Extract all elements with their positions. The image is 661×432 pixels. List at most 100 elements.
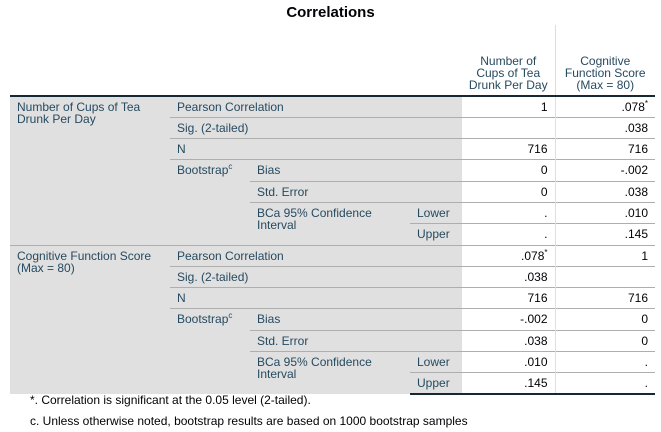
cell-c1-bias: 0	[462, 159, 555, 182]
row-label-bias: Bias	[250, 159, 462, 182]
cell-value: 0	[641, 312, 648, 327]
cell-value: .078	[621, 100, 645, 114]
cell-c1-sig	[462, 116, 555, 139]
row-label-n: N	[170, 138, 462, 160]
cell-c1-n: 716	[462, 287, 555, 309]
row-label-se: Std. Error	[250, 180, 462, 203]
row-label-upper: Upper	[410, 372, 462, 396]
bootstrap-label: Bootstrap	[177, 312, 229, 327]
cell-value: .	[644, 355, 648, 370]
cell-c1-sig: .038	[462, 265, 555, 288]
cell-value: .145	[624, 227, 648, 242]
table-row: N 716 716	[10, 138, 655, 160]
row-label-n: N	[170, 287, 462, 309]
cell-c1-se: .038	[462, 329, 555, 352]
footnote-marker: c	[228, 162, 233, 172]
row-label-sig: Sig. (2-tailed)	[170, 116, 462, 139]
cell-value: -.002	[520, 312, 548, 327]
bootstrap-label: Bootstrap	[177, 163, 229, 178]
cell-c2-lower: .010	[554, 201, 655, 224]
cell-value: 0	[540, 184, 548, 199]
significance-marker: *	[544, 247, 548, 257]
cell-c2-sig: .038	[554, 116, 655, 139]
cell-value: .145	[524, 376, 548, 391]
cell-c1-pearson: 1	[462, 95, 555, 118]
cell-c1-n: 716	[462, 138, 555, 160]
cell-c1-lower: .	[462, 201, 555, 224]
cell-value: .	[544, 205, 548, 220]
table-row: Sig. (2-tailed) .038	[10, 265, 655, 288]
table-row: Std. Error .038 0	[10, 329, 655, 352]
cell-value: .	[544, 227, 548, 242]
table-row: BCa 95% Confidence Interval Lower .010.	[10, 351, 655, 395]
row-label-bias: Bias	[250, 308, 462, 331]
cell-c1-bias: -.002	[462, 308, 555, 331]
cell-value: 1	[641, 248, 648, 263]
significance-marker: *	[644, 99, 648, 108]
cell-value: 0	[540, 163, 548, 178]
cell-c2-lower: .	[554, 351, 655, 373]
cell-c2-bias: 0	[554, 308, 655, 331]
row-label-bootstrap: Bootstrapc	[170, 159, 250, 246]
cell-value: .038	[524, 269, 548, 284]
cell-c2-upper: .145	[554, 223, 655, 246]
cell-value: .078	[521, 248, 545, 263]
row-label-bca: BCa 95% Confidence Interval	[250, 201, 410, 246]
row-label-lower: Lower	[410, 201, 462, 224]
cell-c2-n: 716	[554, 138, 655, 160]
header-spacer	[10, 25, 462, 96]
cell-c2-pearson: .078*	[554, 95, 655, 118]
table-row: Bootstrapc Bias -.002 0	[10, 308, 655, 395]
table-row: N 716 716	[10, 287, 655, 309]
table-row: Std. Error 0 .038	[10, 180, 655, 203]
cell-c2-upper: .	[554, 372, 655, 396]
row-label-sig: Sig. (2-tailed)	[170, 265, 462, 288]
cell-c1-pearson: .078*	[462, 244, 555, 267]
row-label-lower: Lower	[410, 351, 462, 373]
cell-c2-n: 716	[554, 287, 655, 309]
table-row: Sig. (2-tailed) .038	[10, 116, 655, 139]
row-label-pearson: Pearson Correlation	[170, 95, 462, 118]
cell-c2-bias: -.002	[554, 159, 655, 182]
cell-c1-se: 0	[462, 180, 555, 203]
row-label-bootstrap: Bootstrapc	[170, 308, 250, 395]
cell-c1-upper: .	[462, 223, 555, 246]
table-row: BCa 95% Confidence Interval Lower. .010	[10, 201, 655, 246]
cell-value: 716	[527, 291, 548, 306]
cell-value: .	[644, 376, 648, 391]
correlations-table: Number of Cups of Tea Drunk Per Day Cogn…	[10, 25, 655, 396]
cell-value: 0	[641, 333, 648, 348]
cell-value: 1	[540, 100, 548, 114]
table-row: Cognitive Function Score (Max = 80) Pears…	[10, 244, 655, 395]
row-label-bca: BCa 95% Confidence Interval	[250, 351, 410, 395]
footnote-significance: *. Correlation is significant at the 0.0…	[30, 393, 311, 407]
row-label-se: Std. Error	[250, 329, 462, 352]
footnote-bootstrap: c. Unless otherwise noted, bootstrap res…	[30, 414, 468, 428]
footnote-marker: c	[228, 311, 233, 321]
cell-value: 716	[627, 142, 648, 157]
cell-value: .010	[524, 355, 548, 370]
row-variable-label: Cognitive Function Score (Max = 80)	[10, 244, 170, 395]
cell-value: .038	[624, 184, 648, 199]
table-row: Upper .145.	[10, 372, 655, 396]
column-header-cognitive: Cognitive Function Score (Max = 80)	[554, 25, 655, 96]
row-label-pearson: Pearson Correlation	[170, 244, 462, 267]
cell-value: -.002	[620, 163, 648, 178]
cell-c2-sig	[554, 265, 655, 288]
cell-value: .038	[624, 120, 648, 135]
cell-c2-se: .038	[554, 180, 655, 203]
table-row: Bootstrapc Bias 0 -.002	[10, 159, 655, 246]
cell-value: .010	[624, 205, 648, 220]
table-title: Correlations	[286, 4, 375, 21]
row-variable-label: Number of Cups of Tea Drunk Per Day	[10, 95, 170, 246]
table-row: Number of Cups of Tea Drunk Per Day Pears…	[10, 95, 655, 246]
cell-c1-lower: .010	[462, 351, 555, 373]
cell-c1-upper: .145	[462, 372, 555, 396]
cell-value: 716	[627, 291, 648, 306]
row-label-upper: Upper	[410, 223, 462, 246]
cell-c2-se: 0	[554, 329, 655, 352]
cell-value: 716	[527, 142, 548, 157]
table-row: Upper. .145	[10, 223, 655, 246]
cell-value: .038	[524, 333, 548, 348]
column-header-tea: Number of Cups of Tea Drunk Per Day	[468, 54, 548, 92]
